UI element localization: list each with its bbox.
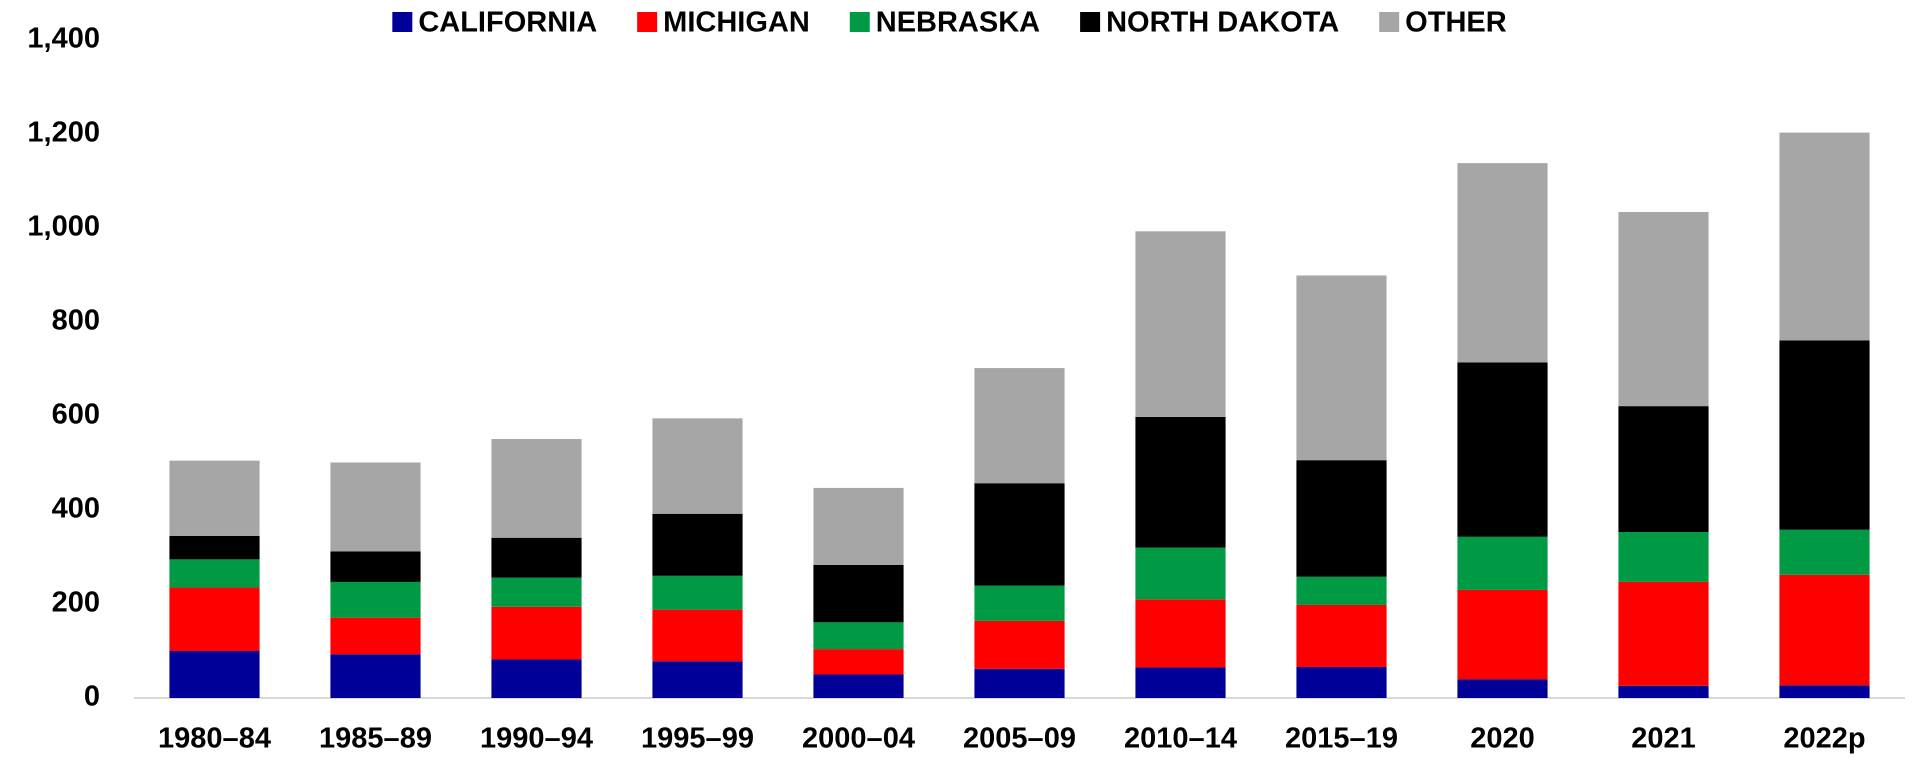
x-tick-label: 1995–99	[641, 723, 754, 755]
y-tick-label: 0	[84, 681, 100, 713]
bar-segment	[1135, 231, 1226, 417]
bar-segment	[491, 537, 582, 578]
bar-segment	[169, 460, 260, 536]
bar-segment	[1296, 604, 1387, 667]
bar-segment	[1618, 212, 1709, 407]
bar-segment	[1457, 163, 1548, 363]
legend-label: CALIFORNIA	[418, 7, 597, 39]
bar-segment	[330, 581, 421, 618]
bar-segment	[1135, 416, 1226, 548]
y-tick-label: 1,000	[27, 211, 100, 243]
bar-segment	[1457, 536, 1548, 590]
bar-segment	[813, 564, 904, 623]
bar-segment	[1135, 667, 1226, 698]
bar-segment	[169, 559, 260, 588]
bar-segment	[1457, 589, 1548, 680]
bar-segment	[330, 551, 421, 582]
bar-segment	[169, 535, 260, 560]
bar-segment	[330, 617, 421, 655]
bar-segment	[652, 513, 743, 576]
x-tick-label: 2015–19	[1285, 723, 1398, 755]
bar-segment	[813, 674, 904, 698]
legend: CALIFORNIA MICHIGAN NEBRASKA NORTH DAKOTA OT…	[392, 7, 1507, 39]
x-tick-label: 1980–84	[158, 723, 271, 755]
bar-segment	[652, 418, 743, 514]
bar-segment	[974, 620, 1065, 669]
bar-segment	[1296, 460, 1387, 577]
x-tick-label: 2020	[1470, 723, 1535, 755]
bar-segment	[974, 368, 1065, 484]
bar-segment	[1618, 406, 1709, 533]
bar-segment	[1135, 547, 1226, 600]
y-tick-label: 800	[52, 305, 100, 337]
y-tick-label: 400	[52, 493, 100, 525]
legend-label: MICHIGAN	[663, 7, 810, 39]
x-tick-label: 2022p	[1783, 723, 1865, 755]
bar-segment	[1618, 532, 1709, 582]
bar-segment	[974, 585, 1065, 621]
bar-segment	[1618, 685, 1709, 698]
bar-segment	[1296, 275, 1387, 461]
bar-segment	[652, 661, 743, 698]
bar-segment	[1779, 340, 1870, 530]
bar-segment	[491, 439, 582, 538]
bar-segment	[169, 587, 260, 651]
x-tick-label: 2021	[1631, 723, 1696, 755]
bar-segment	[491, 606, 582, 660]
legend-label: NORTH DAKOTA	[1106, 7, 1339, 39]
legend-swatch	[849, 12, 870, 32]
bar-segment	[491, 659, 582, 698]
y-tick-label: 600	[52, 399, 100, 431]
legend-label: OTHER	[1405, 7, 1507, 39]
y-tick-label: 1,400	[27, 23, 100, 55]
bar-segment	[1296, 666, 1387, 698]
bar-segment	[652, 609, 743, 662]
bar-segment	[1618, 581, 1709, 686]
bar-segment	[974, 483, 1065, 586]
bar-segment	[813, 622, 904, 650]
x-tick-label: 1985–89	[319, 723, 432, 755]
bar-segment	[330, 462, 421, 552]
bar-segment	[1296, 576, 1387, 605]
x-tick-label: 2000–04	[802, 723, 915, 755]
bar-segment	[491, 577, 582, 607]
legend-swatch	[392, 12, 413, 32]
bar-segment	[1135, 599, 1226, 668]
bar-segment	[1779, 529, 1870, 575]
legend-swatch	[1379, 12, 1400, 32]
bar-segment	[1457, 679, 1548, 698]
legend-label: NEBRASKA	[876, 7, 1040, 39]
bar-segment	[169, 651, 260, 698]
bar-segment	[813, 649, 904, 675]
x-tick-label: 1990–94	[480, 723, 593, 755]
bar-segment	[330, 654, 421, 698]
y-tick-label: 200	[52, 587, 100, 619]
y-tick-label: 1,200	[27, 117, 100, 149]
bar-segment	[1779, 132, 1870, 341]
bar-segment	[1779, 685, 1870, 698]
x-tick-label: 2010–14	[1124, 723, 1237, 755]
legend-swatch	[1080, 12, 1101, 32]
bar-segment	[1779, 574, 1870, 686]
legend-swatch	[637, 12, 658, 32]
bar-segment	[1457, 362, 1548, 537]
bar-segment	[974, 668, 1065, 698]
bar-segment	[813, 487, 904, 565]
x-tick-label: 2005–09	[963, 723, 1076, 755]
bar-segment	[652, 575, 743, 610]
